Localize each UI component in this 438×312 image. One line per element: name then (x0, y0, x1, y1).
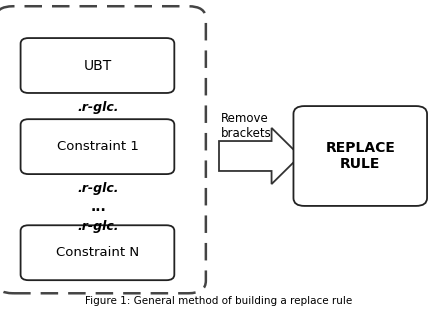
Polygon shape (219, 128, 300, 184)
FancyBboxPatch shape (21, 119, 174, 174)
FancyBboxPatch shape (293, 106, 427, 206)
Text: REPLACE
RULE: REPLACE RULE (325, 141, 395, 171)
Text: .r-glc.: .r-glc. (78, 220, 119, 233)
FancyBboxPatch shape (21, 225, 174, 280)
Text: .r-glc.: .r-glc. (78, 182, 119, 195)
FancyBboxPatch shape (0, 6, 206, 293)
FancyBboxPatch shape (21, 38, 174, 93)
Text: Constraint N: Constraint N (56, 246, 139, 259)
Text: Constraint 1: Constraint 1 (57, 140, 138, 153)
Text: UBT: UBT (83, 59, 112, 72)
Text: .r-glc.: .r-glc. (78, 101, 119, 114)
Text: Remove
brackets: Remove brackets (221, 112, 272, 140)
Text: ...: ... (91, 201, 106, 214)
Text: Figure 1: General method of building a replace rule: Figure 1: General method of building a r… (85, 296, 353, 306)
